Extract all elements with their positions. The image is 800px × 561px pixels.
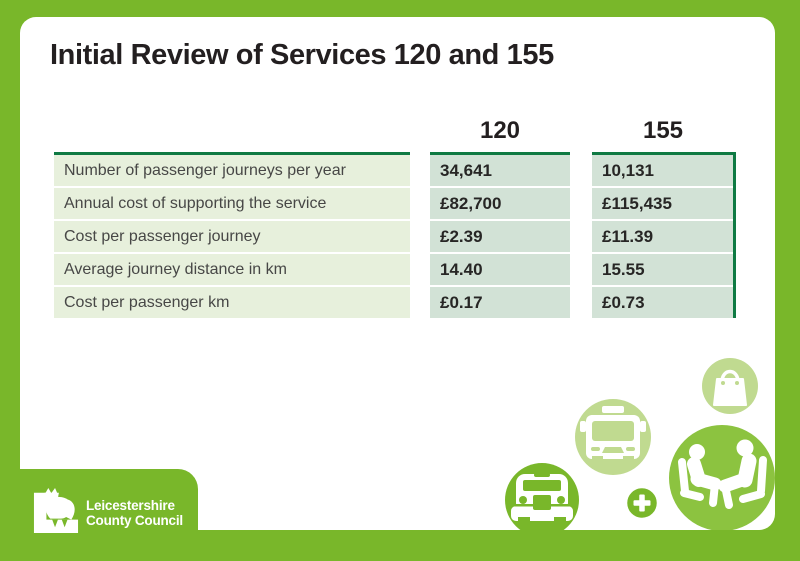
value-cell: £115,435	[592, 188, 733, 219]
seated-passengers-icon	[669, 425, 775, 530]
row-label: Average journey distance in km	[54, 254, 410, 285]
bus-icon	[575, 399, 651, 475]
column-header-155: 155	[642, 117, 684, 144]
council-logo: Leicestershire County Council	[33, 485, 183, 535]
page-title: Initial Review of Services 120 and 155	[50, 39, 554, 71]
value-cell: £11.39	[592, 221, 733, 252]
content-card: Initial Review of Services 120 and 155 1…	[20, 17, 775, 530]
value-cell: 14.40	[430, 254, 570, 285]
table-column-155: 10,131 £115,435 £11.39 15.55 £0.73	[592, 152, 736, 318]
value-cell: £82,700	[430, 188, 570, 219]
table-label-column: Number of passenger journeys per year An…	[54, 152, 410, 318]
value-cell: £2.39	[430, 221, 570, 252]
council-logo-text: Leicestershire County Council	[86, 498, 183, 528]
shopping-bag-icon	[702, 358, 758, 414]
logo-line-2: County Council	[86, 513, 183, 528]
logo-panel: Leicestershire County Council	[0, 469, 198, 561]
row-label: Cost per passenger journey	[54, 221, 410, 252]
column-header-120: 120	[479, 117, 521, 144]
taxi-icon	[505, 463, 579, 530]
fox-logo-icon	[33, 487, 79, 533]
row-label: Cost per passenger km	[54, 287, 410, 318]
value-cell: 10,131	[592, 155, 733, 186]
value-cell: 15.55	[592, 254, 733, 285]
plus-icon	[624, 485, 660, 521]
value-cell: 34,641	[430, 155, 570, 186]
row-label: Annual cost of supporting the service	[54, 188, 410, 219]
value-cell: £0.17	[430, 287, 570, 318]
value-cell: £0.73	[592, 287, 733, 318]
row-label: Number of passenger journeys per year	[54, 155, 410, 186]
table-column-120: 34,641 £82,700 £2.39 14.40 £0.17	[430, 152, 570, 318]
logo-line-1: Leicestershire	[86, 498, 175, 513]
